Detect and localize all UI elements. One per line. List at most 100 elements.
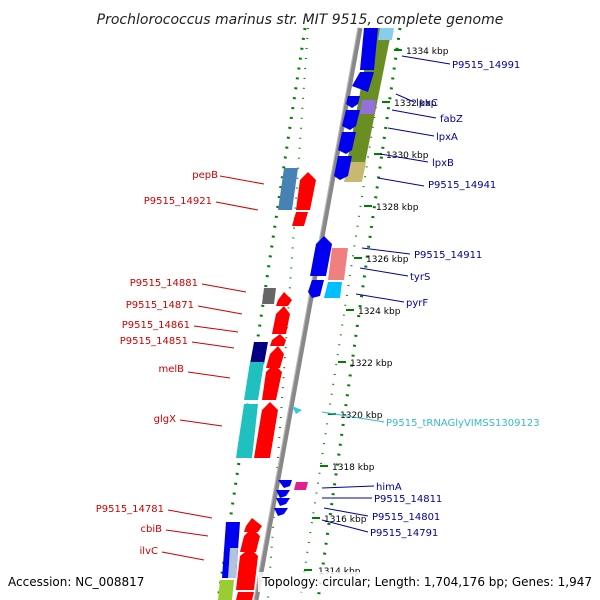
callout-line <box>167 509 213 519</box>
gene-P9515_14791 <box>274 508 288 516</box>
box-lime <box>218 580 234 600</box>
topology-summary: Topology: circular; Length: 1,704,176 bp… <box>261 575 592 589</box>
gene-himA <box>278 480 292 488</box>
gene-label-P9515_14921: P9515_14921 <box>144 196 212 207</box>
gene-P9515_14991 <box>360 28 378 70</box>
gene-label-P9515_14781: P9515_14781 <box>96 504 164 515</box>
gene-label-pepB: pepB <box>192 170 218 181</box>
gene-label-P9515_14991: P9515_14991 <box>452 60 520 71</box>
gene-label-lpxC: lpxC <box>416 98 438 109</box>
callout-line <box>355 293 405 303</box>
ruler-label: 1328 kbp <box>376 203 419 213</box>
gene-label-P9515_14861: P9515_14861 <box>122 320 190 331</box>
ruler-label: 1334 kbp <box>406 47 449 57</box>
callout-line <box>161 551 205 561</box>
gene-pyrF <box>308 280 324 298</box>
callout-line <box>401 55 451 65</box>
gene-label-P9515_14881: P9515_14881 <box>130 278 198 289</box>
left-callouts <box>161 175 265 561</box>
gene-label-P9515_14871: P9515_14871 <box>126 300 194 311</box>
gene-P9515_14861 <box>270 334 286 346</box>
gene-label-P9515_14911: P9515_14911 <box>414 250 482 261</box>
trna-marker <box>292 406 302 414</box>
map-title: Prochlorococcus marinus str. MIT 9515, c… <box>97 12 504 28</box>
callout-line <box>387 127 435 137</box>
ruler-label: 1316 kbp <box>324 515 367 525</box>
callout-line <box>191 341 235 349</box>
accession-text: Accession: NC_008817 <box>8 575 144 589</box>
gene-label-cbiB: cbiB <box>141 524 163 535</box>
ruler-label: 1332 kbp <box>394 99 437 109</box>
gene-lpxB <box>334 156 352 180</box>
gene-label-glgX: glgX <box>154 414 176 425</box>
gene-label-ilvC: ilvC <box>140 546 158 557</box>
gene-lpxC <box>346 96 360 108</box>
box-P9515_14881 <box>262 288 276 304</box>
right-labels: P9515_14991 lpxC fabZ lpxA lpxB P9515_14… <box>370 60 540 539</box>
genome-backbone-highlight <box>253 27 359 600</box>
gene-lpxA <box>338 132 356 154</box>
callout-line <box>201 283 247 293</box>
track-guides <box>216 27 402 600</box>
footer-bg-right <box>258 572 598 592</box>
gene-label-P9515_14941: P9515_14941 <box>428 180 496 191</box>
ruler-label: 1330 kbp <box>386 151 429 161</box>
gene-label-P9515_14801: P9515_14801 <box>372 512 440 523</box>
gene-label-tyrS: tyrS <box>410 272 430 283</box>
gene-melB <box>262 364 282 400</box>
reverse-genes <box>222 28 378 578</box>
gene-label-lpxA: lpxA <box>436 132 458 143</box>
left-labels: pepB P9515_14921 P9515_14881 P9515_14871… <box>96 170 218 557</box>
gene-label-melB: melB <box>158 364 184 375</box>
ruler-label: 1324 kbp <box>358 307 401 317</box>
callout-line <box>359 267 409 277</box>
box-melB <box>244 362 264 400</box>
gene-P9515_14851 <box>266 346 284 368</box>
gene-label-P9515_14851: P9515_14851 <box>120 336 188 347</box>
gene-P9515_14781 <box>244 518 262 532</box>
callout-line <box>215 201 259 211</box>
box-pyrF <box>324 282 342 298</box>
gene-P9515_14911 <box>310 236 332 276</box>
ruler <box>304 49 402 571</box>
gene-label-fabZ: fabZ <box>440 114 463 125</box>
callout-line <box>323 507 369 517</box>
gene-tail <box>236 592 254 600</box>
gene-P9515_14921 <box>292 212 308 226</box>
gene-P9515_14811 <box>276 490 290 498</box>
ruler-label: 1322 kbp <box>350 359 393 369</box>
function-boxes <box>218 168 348 600</box>
gene-P9515_14801 <box>276 498 290 506</box>
callout-line <box>395 93 415 103</box>
callout-line <box>391 109 437 119</box>
callout-line <box>321 485 375 489</box>
gene-label-trna: P9515_tRNAGlyVIMSS1309123 <box>386 418 540 429</box>
gc-band-lilac <box>360 100 376 114</box>
gene-P9515_14871 <box>272 306 290 334</box>
callout-line <box>165 529 209 537</box>
callout-line <box>187 371 231 379</box>
callout-line <box>361 247 411 255</box>
callout-line <box>193 325 239 333</box>
box-pepB <box>278 168 298 210</box>
gene-pepB-fwd <box>296 172 316 210</box>
gene-label-P9515_14791: P9515_14791 <box>370 528 438 539</box>
callout-line <box>379 153 429 163</box>
box-himA <box>294 482 308 490</box>
gene-cbiB <box>240 528 260 552</box>
outer-right-guide <box>316 27 402 600</box>
gene-label-pyrF: pyrF <box>406 298 428 309</box>
callout-line <box>219 175 265 185</box>
callout-line <box>197 305 243 315</box>
ruler-label: 1320 kbp <box>340 411 383 421</box>
ruler-label: 1326 kbp <box>366 255 409 265</box>
callout-line <box>377 177 425 187</box>
gene-label-lpxB: lpxB <box>432 158 454 169</box>
gene-fabZ <box>342 110 360 130</box>
footer-bg-left <box>0 572 150 592</box>
gene-P9515_14991-b <box>352 72 374 92</box>
gc-band <box>344 28 394 182</box>
callout-line <box>321 519 369 533</box>
callout-line <box>179 419 223 427</box>
